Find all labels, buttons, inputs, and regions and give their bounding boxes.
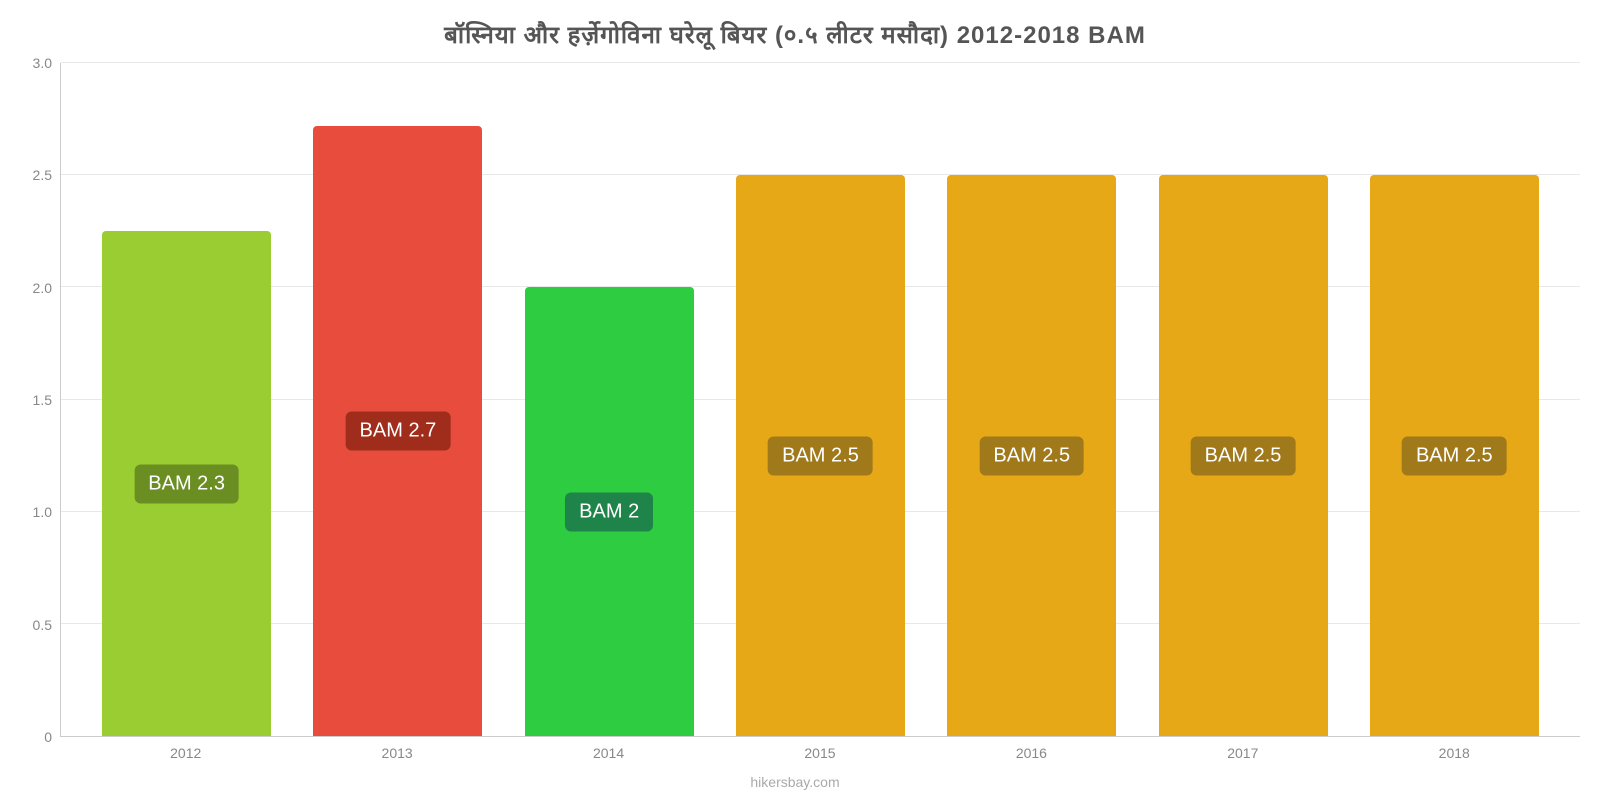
y-tick: 1.0 <box>33 504 52 520</box>
attribution: hikersbay.com <box>10 772 1580 790</box>
bar-2017: BAM 2.5 <box>1159 175 1328 736</box>
y-tick: 0 <box>44 729 52 745</box>
bar-2014: BAM 2 <box>525 287 694 736</box>
bar-label: BAM 2.5 <box>1191 436 1296 475</box>
y-tick: 2.5 <box>33 167 52 183</box>
y-axis: 3.0 2.5 2.0 1.5 1.0 0.5 0 <box>10 63 60 737</box>
plot-area: 3.0 2.5 2.0 1.5 1.0 0.5 0 BAM 2.3 <box>10 63 1580 737</box>
bar-label: BAM 2.5 <box>979 436 1084 475</box>
bar-2018: BAM 2.5 <box>1370 175 1539 736</box>
y-tick: 0.5 <box>33 617 52 633</box>
bar-slot: BAM 2.3 <box>81 63 292 736</box>
bar-2013: BAM 2.7 <box>313 126 482 736</box>
x-tick: 2018 <box>1349 737 1560 772</box>
chart-body: BAM 2.3 BAM 2.7 BAM 2 BAM 2.5 <box>60 63 1580 737</box>
bar-slot: BAM 2.7 <box>292 63 503 736</box>
bar-2016: BAM 2.5 <box>947 175 1116 736</box>
bar-slot: BAM 2.5 <box>1349 63 1560 736</box>
bar-label: BAM 2.3 <box>134 464 239 503</box>
bars-area: BAM 2.3 BAM 2.7 BAM 2 BAM 2.5 <box>61 63 1580 736</box>
bar-2012: BAM 2.3 <box>102 231 271 736</box>
y-tick: 3.0 <box>33 55 52 71</box>
x-axis: 2012 2013 2014 2015 2016 2017 2018 <box>60 737 1580 772</box>
x-tick: 2012 <box>80 737 291 772</box>
x-tick: 2016 <box>926 737 1137 772</box>
bar-label: BAM 2.5 <box>1402 436 1507 475</box>
x-tick: 2017 <box>1137 737 1348 772</box>
chart-container: बॉस्निया और हर्ज़ेगोविना घरेलू बियर (०.५… <box>0 0 1600 800</box>
bar-slot: BAM 2.5 <box>1137 63 1348 736</box>
y-tick: 1.5 <box>33 392 52 408</box>
bar-label: BAM 2.7 <box>346 411 451 450</box>
x-tick: 2014 <box>503 737 714 772</box>
bar-label: BAM 2 <box>565 492 653 531</box>
bar-slot: BAM 2.5 <box>715 63 926 736</box>
bar-label: BAM 2.5 <box>768 436 873 475</box>
bar-slot: BAM 2.5 <box>926 63 1137 736</box>
x-tick: 2013 <box>291 737 502 772</box>
chart-title: बॉस्निया और हर्ज़ेगोविना घरेलू बियर (०.५… <box>10 10 1580 63</box>
bar-slot: BAM 2 <box>504 63 715 736</box>
y-tick: 2.0 <box>33 280 52 296</box>
x-tick: 2015 <box>714 737 925 772</box>
bar-2015: BAM 2.5 <box>736 175 905 736</box>
